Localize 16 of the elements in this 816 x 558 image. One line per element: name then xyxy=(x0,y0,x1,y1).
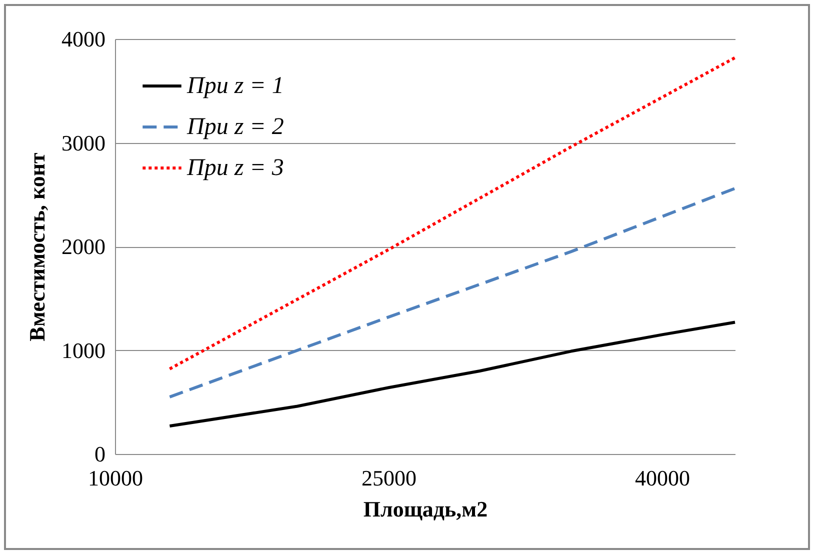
legend-label: При z = 2 xyxy=(186,114,284,140)
line-series xyxy=(168,186,736,398)
y-tick-label: 4000 xyxy=(62,26,106,52)
legend-label: При z = 3 xyxy=(186,155,284,181)
y-tick-label: 3000 xyxy=(62,130,106,156)
legend-label: При z = 1 xyxy=(186,73,284,99)
x-tick-label: 10000 xyxy=(88,466,143,490)
x-tick-label: 40000 xyxy=(635,466,690,490)
line-series xyxy=(168,320,736,428)
line-series xyxy=(168,56,736,370)
y-tick-label: 0 xyxy=(94,442,106,466)
y-tick-label: 2000 xyxy=(62,234,106,259)
x-tick-label: 25000 xyxy=(362,466,417,490)
y-axis-title: Вместимость, конт xyxy=(24,152,50,342)
x-axis-title: Площадь,м2 xyxy=(363,496,488,522)
y-tick-label: 1000 xyxy=(62,338,106,363)
